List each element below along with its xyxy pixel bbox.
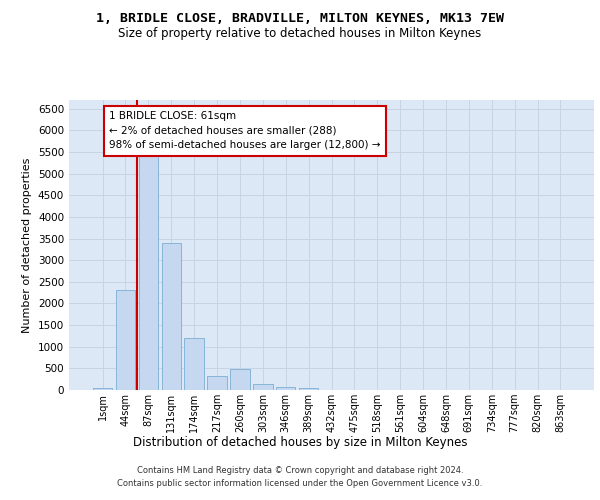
Bar — [208, 376, 227, 390]
Bar — [161, 243, 181, 390]
Bar — [184, 338, 204, 390]
Bar — [139, 154, 158, 390]
Bar — [93, 388, 112, 390]
Bar — [299, 388, 319, 390]
Bar — [276, 386, 295, 390]
Text: Contains HM Land Registry data © Crown copyright and database right 2024.
Contai: Contains HM Land Registry data © Crown c… — [118, 466, 482, 487]
Bar — [253, 384, 272, 390]
Bar — [230, 369, 250, 390]
Y-axis label: Number of detached properties: Number of detached properties — [22, 158, 32, 332]
Text: 1, BRIDLE CLOSE, BRADVILLE, MILTON KEYNES, MK13 7EW: 1, BRIDLE CLOSE, BRADVILLE, MILTON KEYNE… — [96, 12, 504, 26]
Bar — [116, 290, 135, 390]
Text: 1 BRIDLE CLOSE: 61sqm
← 2% of detached houses are smaller (288)
98% of semi-deta: 1 BRIDLE CLOSE: 61sqm ← 2% of detached h… — [109, 111, 381, 150]
Text: Size of property relative to detached houses in Milton Keynes: Size of property relative to detached ho… — [118, 28, 482, 40]
Text: Distribution of detached houses by size in Milton Keynes: Distribution of detached houses by size … — [133, 436, 467, 449]
